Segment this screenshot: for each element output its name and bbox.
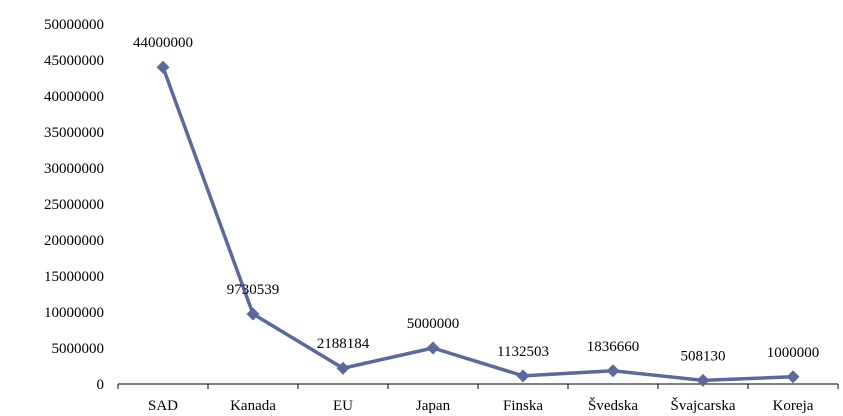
x-category-label: SAD [148,398,178,414]
x-category-label: Kanada [230,398,276,414]
y-tick-label: 45000000 [44,53,104,69]
data-point-marker [786,370,800,384]
data-point-marker [606,364,620,378]
data-point-marker [696,373,710,387]
x-category-label: Švajcarska [671,397,736,414]
data-label: 2188184 [317,336,370,352]
x-category-label: Japan [416,398,451,414]
data-label: 1000000 [767,345,820,361]
data-point-marker [426,341,440,355]
y-tick-label: 25000000 [44,197,104,213]
data-point-marker [516,369,530,383]
x-axis [117,383,839,389]
data-labels: 44000000 9730539 2188184 5000000 1132503 1836… [133,35,819,364]
y-tick-label: 20000000 [44,233,104,249]
x-category-label: Švedska [588,397,638,414]
data-label: 508130 [681,348,726,364]
y-tick-label: 0 [97,377,105,393]
x-category-label: EU [333,398,353,414]
y-tick-label: 30000000 [44,161,104,177]
y-tick-label: 50000000 [44,17,104,33]
x-category-label: Koreja [773,398,814,414]
y-tick-label: 5000000 [52,341,105,357]
series-line-path [161,66,794,383]
data-point-marker [156,60,170,74]
category-labels: SAD Kanada EU Japan Finska Švedska Švajcarska K… [148,397,814,414]
y-tick-label: 15000000 [44,269,104,285]
y-tick-label: 40000000 [44,89,104,105]
data-label: 44000000 [133,35,193,51]
data-point-marker [336,361,350,375]
data-label: 9730539 [227,282,280,298]
x-category-label: Finska [503,398,543,414]
data-point-marker [246,307,260,321]
y-axis: 0 5000000 10000000 15000000 20000000 25000000… [44,17,104,393]
data-label: 1836660 [587,339,640,355]
data-label: 5000000 [407,316,460,332]
y-tick-label: 35000000 [44,125,104,141]
data-label: 1132503 [497,344,549,360]
y-tick-label: 10000000 [44,305,104,321]
series-line [156,60,800,387]
